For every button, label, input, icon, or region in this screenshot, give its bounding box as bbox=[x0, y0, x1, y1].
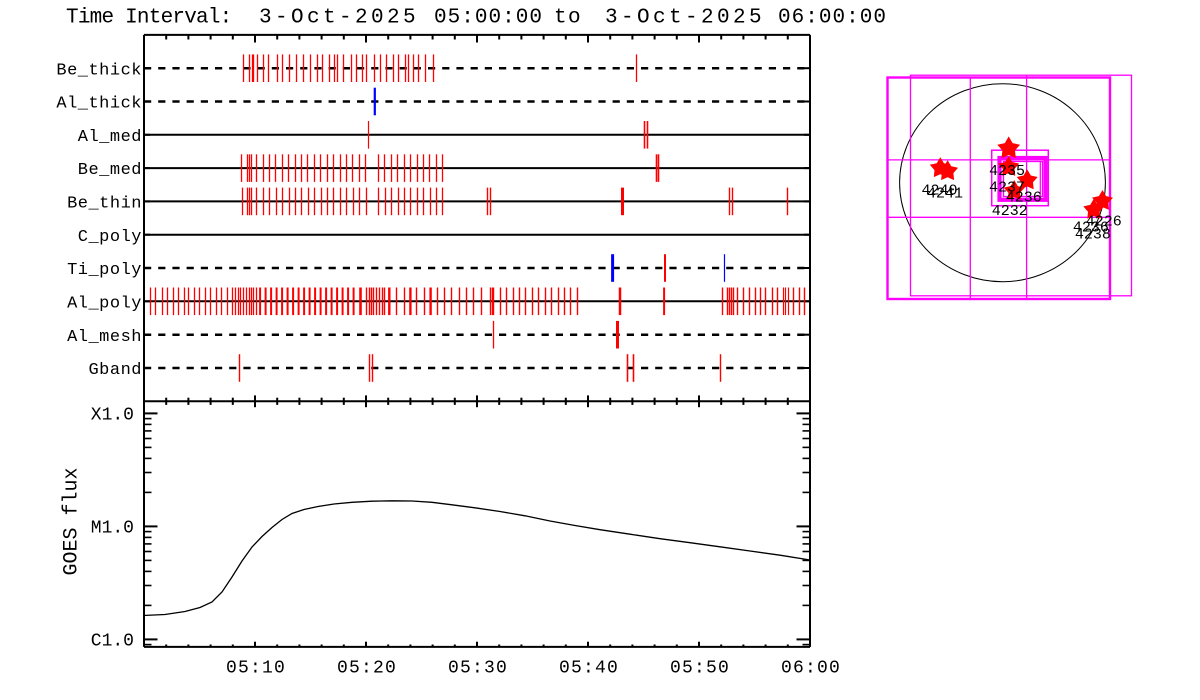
svg-text:05:30: 05:30 bbox=[448, 659, 508, 679]
svg-text:06:00:00: 06:00:00 bbox=[778, 7, 887, 30]
svg-text:Gband: Gband bbox=[88, 361, 142, 380]
svg-text:4236: 4236 bbox=[1073, 220, 1109, 237]
svg-text:X1.0: X1.0 bbox=[91, 406, 134, 426]
svg-text:4226: 4226 bbox=[1086, 213, 1122, 230]
svg-text:3-Oct-2025: 3-Oct-2025 bbox=[259, 7, 419, 30]
svg-text:Al_poly: Al_poly bbox=[67, 294, 142, 313]
svg-text:Al_med: Al_med bbox=[78, 128, 142, 147]
svg-text:Be_thin: Be_thin bbox=[67, 195, 142, 214]
svg-text:05:10: 05:10 bbox=[226, 659, 286, 679]
svg-text:4241: 4241 bbox=[927, 185, 963, 202]
svg-text:3-Oct-2025: 3-Oct-2025 bbox=[605, 7, 765, 30]
svg-text:4232: 4232 bbox=[992, 203, 1028, 220]
svg-text:4240: 4240 bbox=[922, 183, 958, 200]
svg-text:GOES flux: GOES flux bbox=[61, 467, 84, 575]
svg-text:Be_med: Be_med bbox=[78, 161, 142, 180]
svg-text:05:00:00: 05:00:00 bbox=[434, 7, 543, 30]
svg-text:4238: 4238 bbox=[1075, 227, 1111, 244]
svg-text:Al_thick: Al_thick bbox=[56, 95, 142, 114]
svg-text:4235: 4235 bbox=[989, 163, 1025, 180]
svg-text:Be_thick: Be_thick bbox=[56, 61, 142, 80]
svg-text:05:50: 05:50 bbox=[670, 659, 730, 679]
svg-text:Ti_poly: Ti_poly bbox=[67, 261, 142, 280]
svg-text:06:00: 06:00 bbox=[781, 659, 841, 679]
svg-text:Al_mesh: Al_mesh bbox=[67, 328, 142, 347]
svg-text:Time Interval:: Time Interval: bbox=[66, 7, 232, 30]
svg-text:4237: 4237 bbox=[989, 180, 1025, 197]
svg-text:to: to bbox=[554, 7, 582, 30]
svg-text:4236: 4236 bbox=[1006, 190, 1042, 207]
svg-text:05:20: 05:20 bbox=[337, 659, 397, 679]
svg-text:C1.0: C1.0 bbox=[91, 632, 134, 652]
svg-text:M1.0: M1.0 bbox=[91, 519, 134, 539]
svg-text:C_poly: C_poly bbox=[78, 228, 142, 247]
svg-text:05:40: 05:40 bbox=[559, 659, 619, 679]
